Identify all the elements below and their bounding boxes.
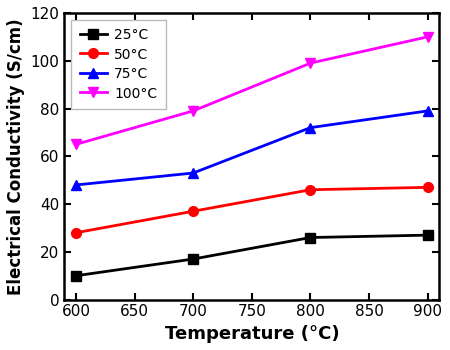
50°C [308,188,313,192]
25°C [308,236,313,240]
75°C [308,126,313,130]
Line: 75°C: 75°C [71,106,432,190]
Legend: 25°C, 50°C, 75°C, 100°C: 25°C, 50°C, 75°C, 100°C [71,20,166,109]
50°C [190,209,196,214]
100°C [190,109,196,113]
100°C [425,35,431,39]
25°C [73,274,79,278]
100°C [73,142,79,146]
25°C [425,233,431,237]
Line: 25°C: 25°C [71,230,432,281]
75°C [73,183,79,187]
50°C [425,185,431,189]
100°C [308,61,313,65]
75°C [190,171,196,175]
Line: 50°C: 50°C [71,182,432,238]
50°C [73,231,79,235]
X-axis label: Temperature (°C): Temperature (°C) [165,325,339,343]
Y-axis label: Electrical Conductivity (S/cm): Electrical Conductivity (S/cm) [7,18,25,295]
75°C [425,109,431,113]
25°C [190,257,196,261]
Line: 100°C: 100°C [71,32,432,149]
